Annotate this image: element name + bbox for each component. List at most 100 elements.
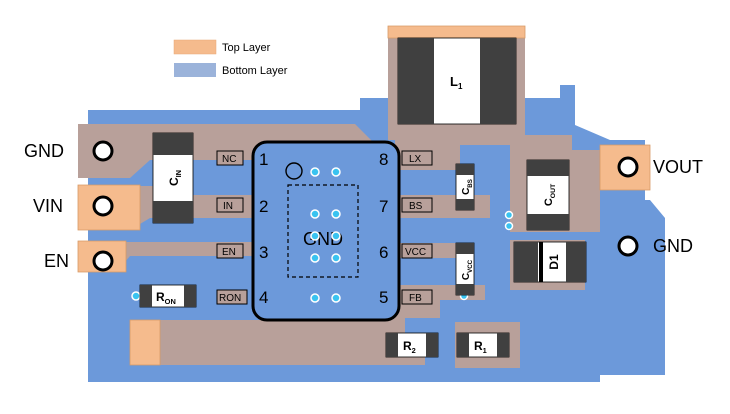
- connector-ring: [617, 156, 639, 178]
- ic-body: [251, 140, 401, 322]
- connector-vin: VIN: [33, 195, 114, 217]
- ic-pin-3: EN 3: [216, 243, 268, 262]
- pin-number: 3: [259, 243, 268, 262]
- component-r1: R1: [456, 332, 510, 358]
- ron-pad-right: [184, 285, 196, 307]
- connector-vout: VOUT: [617, 156, 703, 178]
- via: [331, 231, 341, 241]
- component-cvcc: CVCC: [455, 242, 475, 296]
- pin-pad: [216, 197, 244, 213]
- component-cout: COUT: [526, 159, 570, 231]
- via: [310, 231, 320, 241]
- pin-pad: [401, 289, 433, 305]
- pin-pad: [401, 243, 433, 259]
- d1-pad-left: [514, 242, 538, 282]
- via: [331, 167, 341, 177]
- top-layer: [77, 25, 651, 366]
- cbs-label: CBS: [461, 179, 474, 195]
- component-ron: RON: [139, 284, 197, 308]
- bottom-layer-gnd-right-extension: [598, 200, 665, 375]
- via: [504, 210, 514, 220]
- pin-number: 8: [379, 150, 388, 169]
- pin-label: RON: [219, 293, 241, 304]
- ic-pin-1: NC 1: [216, 150, 268, 169]
- connector-label: GND: [24, 141, 64, 161]
- ic-pin-6: VCC 6: [379, 243, 433, 262]
- pin-label: BS: [409, 201, 423, 212]
- pin-pad: [216, 289, 248, 305]
- pin-pad: [216, 150, 244, 166]
- d1-label: D1: [547, 254, 561, 270]
- cout-label: COUT: [543, 183, 557, 206]
- l1-pad-left: [398, 38, 434, 124]
- l1-label: L1: [450, 74, 463, 91]
- ic-package: GND: [251, 140, 401, 322]
- pin1-marker: [285, 162, 303, 180]
- connector-label: VOUT: [653, 157, 703, 177]
- legend-swatch-top-layer: [173, 39, 217, 55]
- pin-number: 1: [259, 150, 268, 169]
- pin-pad: [401, 197, 433, 213]
- cvcc-pad-bottom: [456, 284, 474, 295]
- ic-pin-7: BS 7: [379, 197, 433, 216]
- via: [504, 221, 514, 231]
- legend-label-bottom-layer: Bottom Layer: [222, 65, 288, 77]
- pin-label: VCC: [405, 247, 426, 258]
- pin-label: NC: [222, 154, 236, 165]
- pin-pad: [401, 150, 433, 166]
- via: [331, 253, 341, 263]
- r1-pad-right: [497, 333, 509, 357]
- gnd-bottom-pour: [130, 312, 425, 365]
- connector-ring: [92, 195, 114, 217]
- r1-pad-left: [457, 333, 469, 357]
- ic-pins-right: LX 8 BS 7 VCC 6 FB 5: [379, 150, 433, 307]
- bottom-left-top-pad: [129, 319, 161, 366]
- connector-label: EN: [44, 251, 69, 271]
- connector-ring: [92, 250, 114, 272]
- pin-label: FB: [409, 293, 422, 304]
- d1-cathode-band: [539, 242, 543, 282]
- pin-number: 7: [379, 197, 388, 216]
- cbs-pad-bottom: [456, 199, 474, 210]
- connector-ring: [92, 140, 114, 162]
- legend: Top Layer Bottom Layer: [173, 39, 288, 77]
- pin-number: 2: [259, 197, 268, 216]
- connector-gnd-left: GND: [24, 140, 114, 162]
- via: [310, 293, 320, 303]
- l1-pad-right: [480, 38, 516, 124]
- via: [331, 293, 341, 303]
- legend-swatch-bottom-layer: [174, 63, 216, 77]
- pin-number: 6: [379, 243, 388, 262]
- ic-pin-4: RON 4: [216, 288, 268, 307]
- cin-pad-bottom: [153, 201, 193, 223]
- ic-pin-8: LX 8: [379, 150, 433, 169]
- cvcc-label: CVCC: [461, 259, 474, 280]
- via: [310, 253, 320, 263]
- ron-pad-left: [140, 285, 152, 307]
- legend-label-top-layer: Top Layer: [222, 42, 271, 54]
- via: [310, 167, 320, 177]
- component-d1: D1: [513, 241, 587, 283]
- cout-pad-bottom: [527, 214, 569, 230]
- inductor-top-pad: [387, 25, 526, 39]
- r1-label: R1: [474, 339, 487, 355]
- cvcc-pad-top: [456, 243, 474, 254]
- cout-pad-top: [527, 160, 569, 176]
- connector-label: VIN: [33, 196, 63, 216]
- cin-pad-top: [153, 133, 193, 155]
- ic-pin-2: IN 2: [216, 197, 268, 216]
- vias: [131, 167, 514, 303]
- pin-label: LX: [409, 154, 422, 165]
- r2-label: R2: [403, 339, 416, 355]
- connector-label: GND: [653, 236, 693, 256]
- connector-en: EN: [44, 250, 114, 272]
- ic-pins-left: NC 1 IN 2 EN 3 RON 4: [216, 150, 268, 307]
- component-r2: R2: [385, 332, 439, 358]
- component-cbs: CBS: [455, 163, 475, 211]
- connector-ring: [617, 235, 639, 257]
- cbs-pad-top: [456, 164, 474, 175]
- component-l1: L1: [397, 37, 517, 125]
- via: [310, 209, 320, 219]
- cin-label: CIN: [167, 170, 183, 186]
